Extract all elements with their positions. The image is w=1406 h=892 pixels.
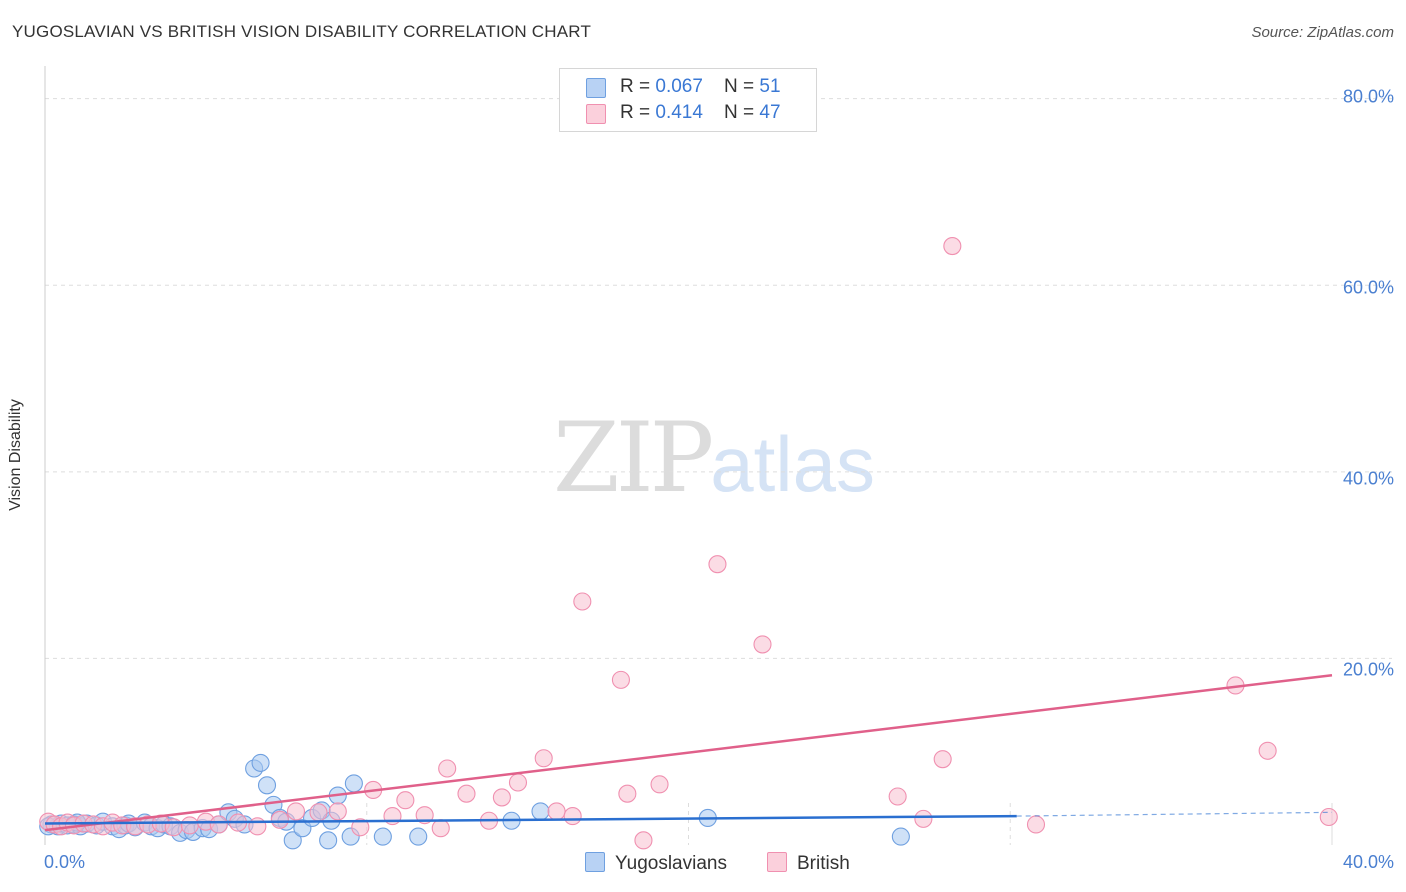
bottom-legend-label-yugoslavians: Yugoslavians bbox=[615, 853, 727, 874]
x-tick-40: 40.0% bbox=[1342, 852, 1394, 872]
point-british-46 bbox=[943, 237, 962, 256]
legend-swatch-yugoslavians bbox=[586, 78, 606, 98]
point-british-43 bbox=[753, 635, 772, 654]
point-yugoslavians-43 bbox=[373, 827, 392, 846]
point-british-40 bbox=[634, 831, 653, 850]
y-tick-40: 40.0% bbox=[1342, 468, 1394, 489]
bottom-legend-label-british: British bbox=[797, 853, 850, 874]
point-british-37 bbox=[573, 592, 592, 611]
point-british-16 bbox=[209, 815, 228, 834]
point-british-21 bbox=[309, 803, 328, 822]
point-british-34 bbox=[534, 749, 553, 768]
point-yugoslavians-29 bbox=[251, 753, 270, 772]
point-british-26 bbox=[396, 791, 415, 810]
point-british-19 bbox=[270, 810, 289, 829]
point-british-29 bbox=[438, 759, 457, 778]
point-british-41 bbox=[650, 775, 669, 794]
bottom-legend-swatch-british bbox=[767, 852, 787, 872]
legend-r-label: R = bbox=[620, 102, 656, 123]
point-british-47 bbox=[1026, 815, 1046, 834]
point-british-22 bbox=[328, 802, 347, 821]
point-british-30 bbox=[457, 784, 476, 803]
point-yugoslavians-34 bbox=[283, 831, 302, 850]
correlation-legend: R = 0.067 N = 51 R = 0.414 N = 47 bbox=[559, 68, 817, 132]
y-tick-80: 80.0% bbox=[1342, 86, 1394, 107]
point-british-39 bbox=[618, 784, 637, 803]
point-british-49 bbox=[1258, 741, 1277, 760]
bottom-legend-british: British bbox=[767, 852, 850, 875]
watermark-zip: ZIP bbox=[553, 402, 714, 514]
legend-n-label: N = bbox=[724, 76, 760, 97]
legend-r-label: R = bbox=[620, 76, 656, 97]
bottom-legend-swatch-yugoslavians bbox=[585, 852, 605, 872]
point-british-18 bbox=[248, 817, 267, 836]
point-british-38 bbox=[611, 670, 630, 689]
point-british-14 bbox=[180, 816, 199, 835]
source-label: Source: ZipAtlas.com bbox=[1251, 24, 1394, 41]
point-yugoslavians-30 bbox=[257, 776, 277, 795]
point-british-51 bbox=[914, 809, 933, 828]
legend-n-value: 47 bbox=[759, 102, 781, 123]
point-yugoslavians-44 bbox=[409, 827, 428, 846]
point-british-44 bbox=[888, 787, 907, 806]
point-yugoslavians-46 bbox=[531, 802, 550, 821]
legend-r-value: 0.067 bbox=[655, 76, 703, 97]
chart-title: YUGOSLAVIAN VS BRITISH VISION DISABILITY… bbox=[12, 22, 592, 41]
point-yugoslavians-38 bbox=[319, 831, 338, 850]
x-tick-0: 0.0% bbox=[44, 852, 86, 872]
point-british-36 bbox=[563, 807, 582, 826]
y-tick-60: 60.0% bbox=[1342, 277, 1394, 298]
point-british-32 bbox=[492, 788, 511, 807]
legend-n-value: 51 bbox=[759, 76, 781, 97]
legend-swatch-british bbox=[586, 104, 606, 124]
legend-r-value: 0.414 bbox=[655, 102, 703, 123]
point-british-45 bbox=[933, 750, 952, 769]
point-yugoslavians-42 bbox=[344, 774, 363, 793]
legend-n-label: N = bbox=[724, 102, 760, 123]
trendline-yugoslavians-extension bbox=[1016, 811, 1333, 817]
trendline-yugoslavians bbox=[44, 814, 1017, 825]
point-british-23 bbox=[351, 818, 370, 837]
watermark-atlas: atlas bbox=[710, 420, 875, 508]
y-tick-20: 20.0% bbox=[1342, 659, 1394, 680]
y-axis-label: Vision Disability bbox=[7, 399, 24, 511]
point-yugoslavians-48 bbox=[891, 827, 910, 846]
point-british-28 bbox=[431, 819, 450, 838]
watermark: ZIPatlas bbox=[553, 402, 875, 514]
bottom-legend-yugoslavians: Yugoslavians bbox=[585, 852, 727, 875]
point-british-50 bbox=[1319, 807, 1338, 827]
point-british-33 bbox=[508, 773, 528, 792]
trendline-british bbox=[44, 673, 1333, 832]
point-british-42 bbox=[708, 555, 727, 574]
point-british-20 bbox=[286, 802, 306, 821]
point-british-35 bbox=[547, 802, 566, 821]
